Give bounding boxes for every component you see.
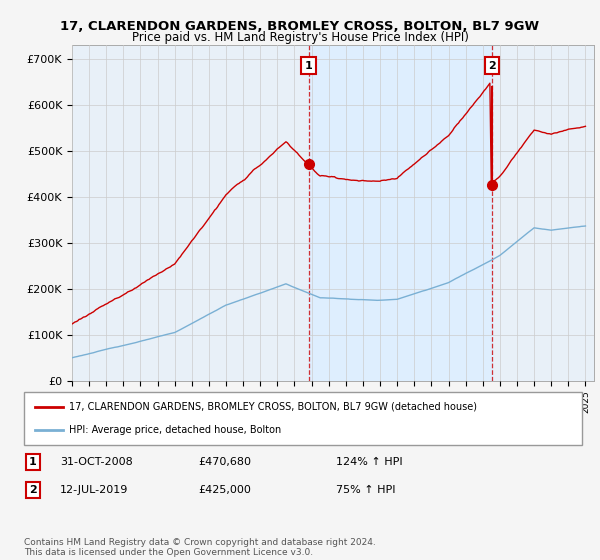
Text: 12-JUL-2019: 12-JUL-2019 xyxy=(60,485,128,495)
Text: £470,680: £470,680 xyxy=(198,457,251,467)
Text: 17, CLARENDON GARDENS, BROMLEY CROSS, BOLTON, BL7 9GW: 17, CLARENDON GARDENS, BROMLEY CROSS, BO… xyxy=(61,20,539,32)
Text: 17, CLARENDON GARDENS, BROMLEY CROSS, BOLTON, BL7 9GW (detached house): 17, CLARENDON GARDENS, BROMLEY CROSS, BO… xyxy=(68,402,476,412)
Text: 2: 2 xyxy=(488,60,496,71)
Bar xyxy=(308,45,492,381)
Text: 124% ↑ HPI: 124% ↑ HPI xyxy=(336,457,403,467)
Text: 1: 1 xyxy=(305,60,313,71)
Text: Contains HM Land Registry data © Crown copyright and database right 2024.
This d: Contains HM Land Registry data © Crown c… xyxy=(24,538,376,557)
Text: 1: 1 xyxy=(29,457,37,467)
Text: HPI: Average price, detached house, Bolton: HPI: Average price, detached house, Bolt… xyxy=(68,425,281,435)
Text: Price paid vs. HM Land Registry's House Price Index (HPI): Price paid vs. HM Land Registry's House … xyxy=(131,31,469,44)
Text: 2: 2 xyxy=(29,485,37,495)
Text: 75% ↑ HPI: 75% ↑ HPI xyxy=(336,485,395,495)
FancyBboxPatch shape xyxy=(24,392,582,445)
Text: £425,000: £425,000 xyxy=(198,485,251,495)
Text: 31-OCT-2008: 31-OCT-2008 xyxy=(60,457,133,467)
